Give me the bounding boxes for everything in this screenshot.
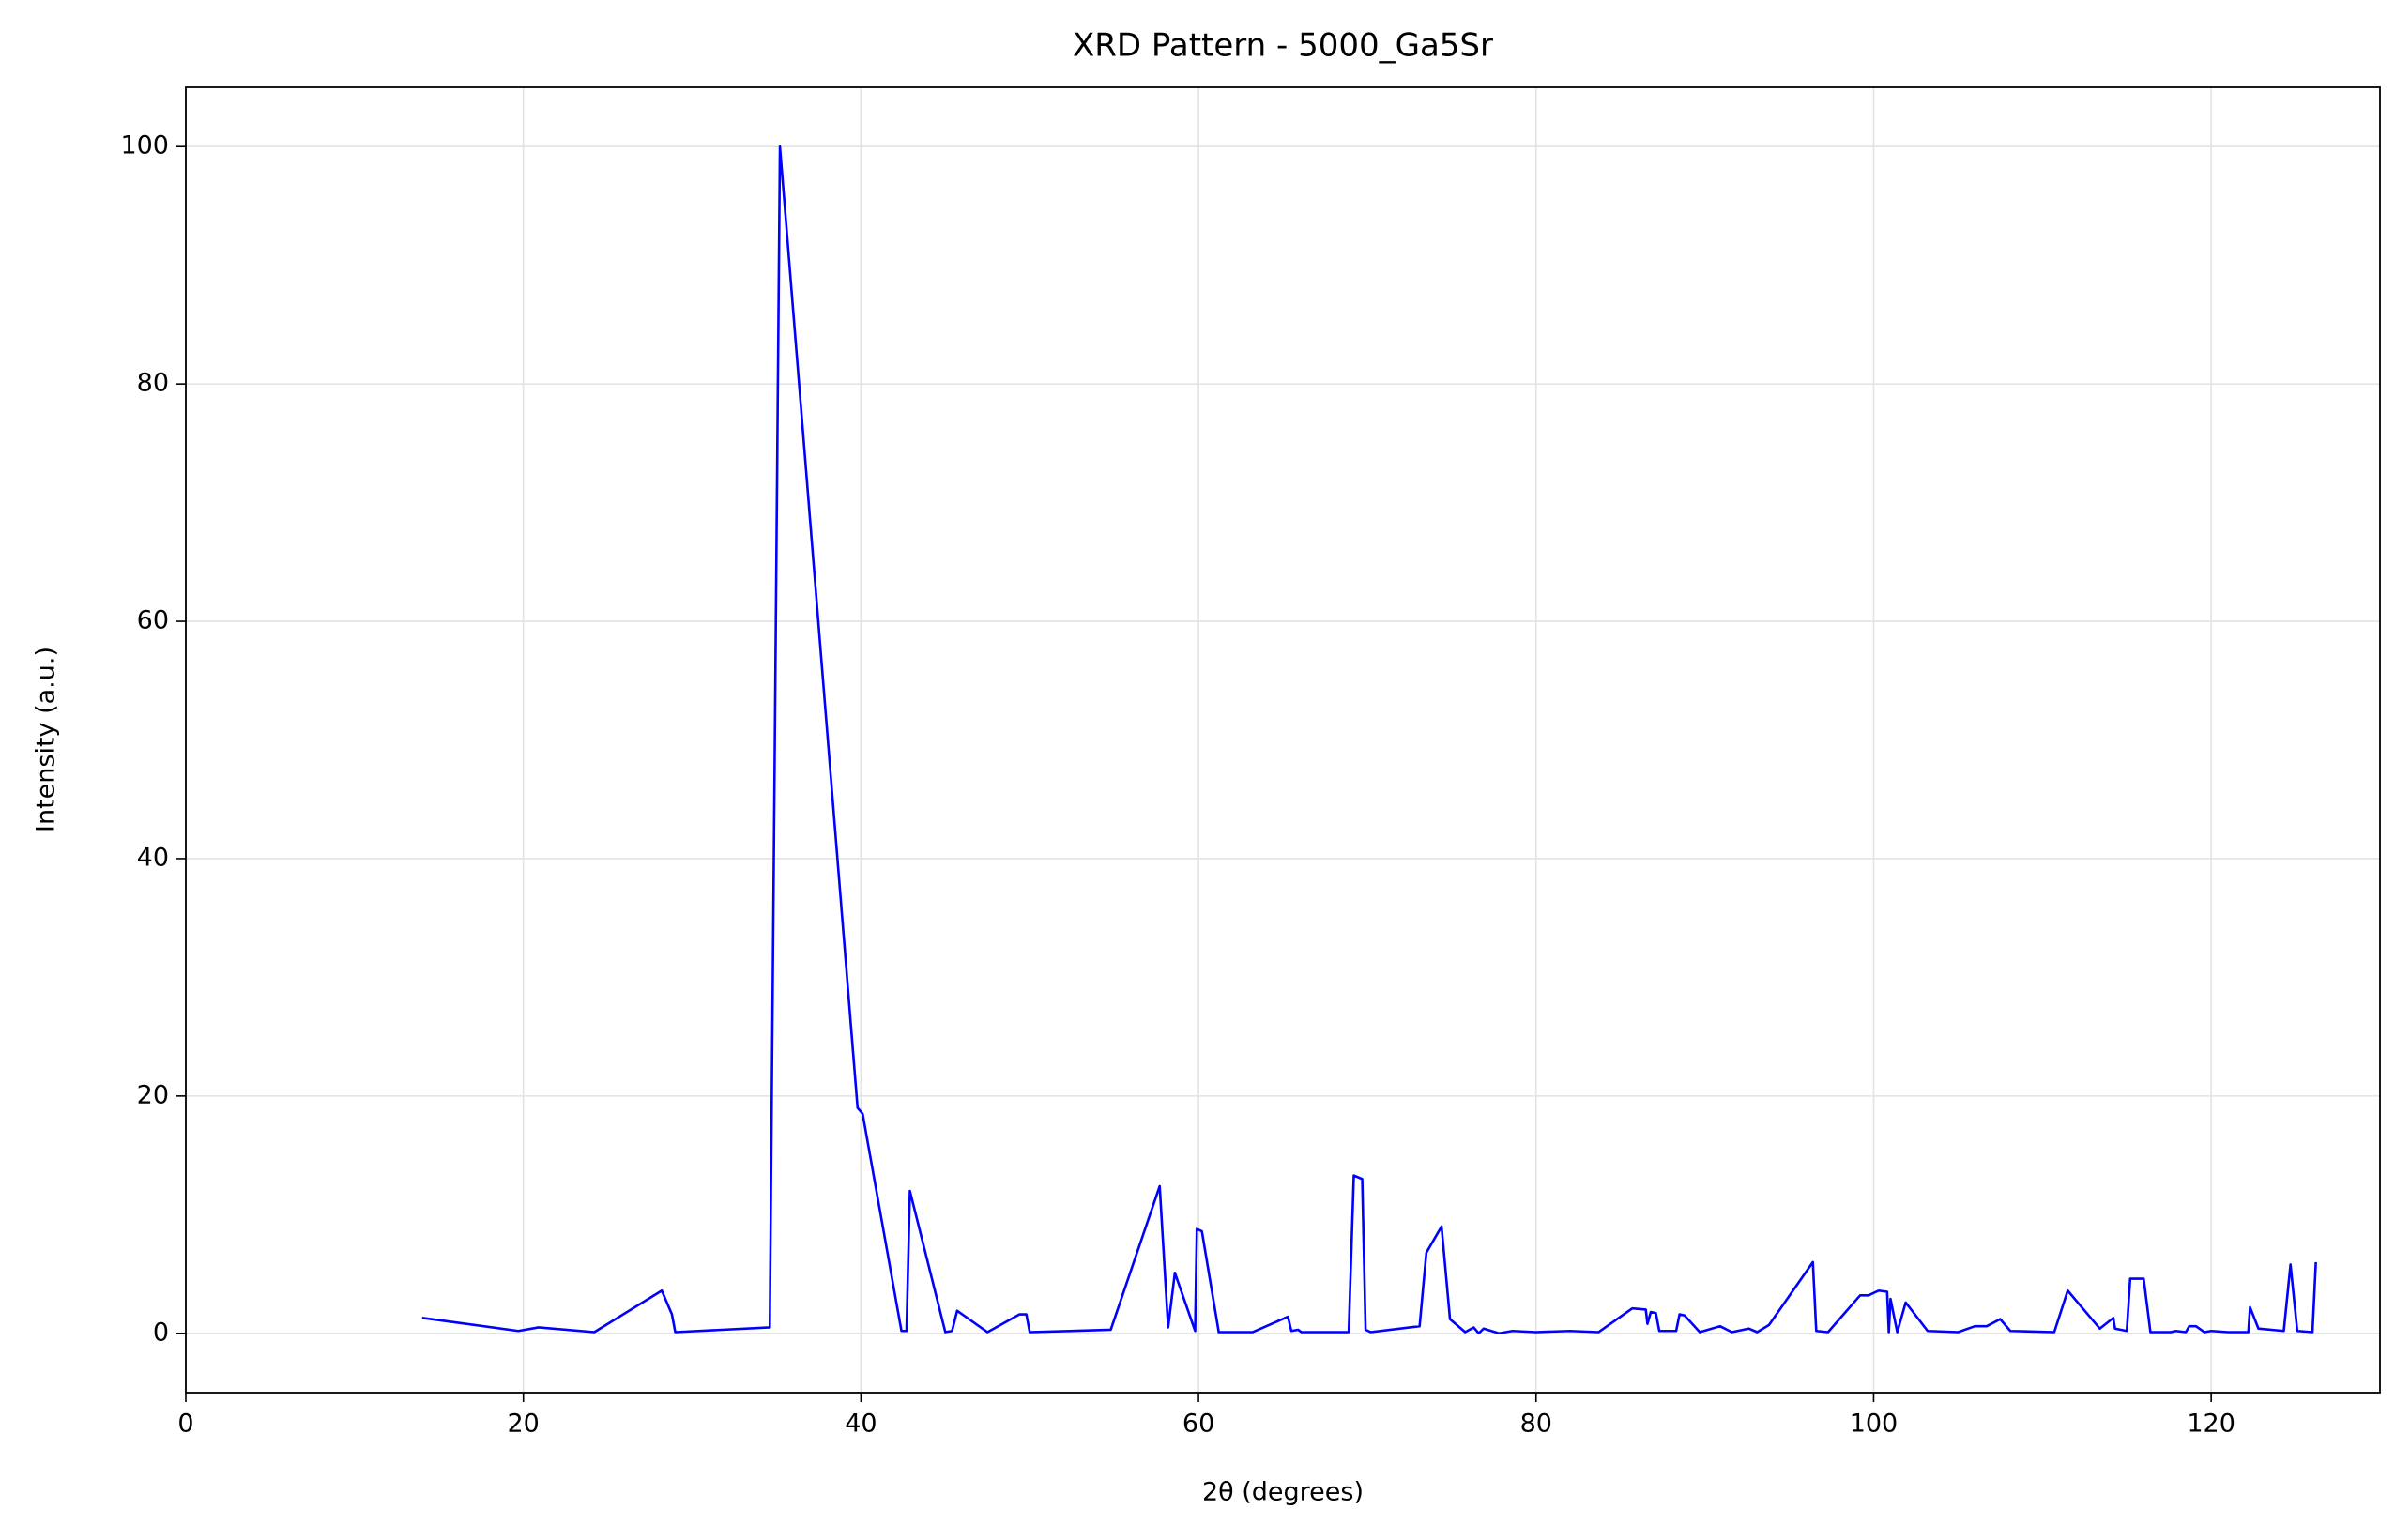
y-tick-label: 100 <box>120 131 169 160</box>
x-tick-label: 60 <box>1182 1410 1214 1439</box>
y-tick-label: 80 <box>137 369 169 398</box>
x-tick-label: 0 <box>177 1410 193 1439</box>
y-tick-label: 60 <box>137 606 169 635</box>
data-line <box>421 145 2317 1335</box>
x-tick-label: 20 <box>508 1410 540 1439</box>
x-tick-label: 100 <box>1850 1410 1899 1439</box>
y-tick-label: 0 <box>153 1318 169 1347</box>
x-tick-label: 80 <box>1520 1410 1552 1439</box>
y-tick-label: 20 <box>137 1080 169 1109</box>
x-tick-label: 120 <box>2187 1410 2235 1439</box>
x-tick-label: 40 <box>845 1410 877 1439</box>
plot-frame <box>185 86 2381 1394</box>
y-axis-label: Intensity (a.u.) <box>32 647 61 832</box>
y-tick-label: 40 <box>137 843 169 872</box>
chart-title: XRD Pattern - 5000_Ga5Sr <box>1073 27 1493 65</box>
x-axis-label: 2θ (degrees) <box>1202 1478 1364 1507</box>
